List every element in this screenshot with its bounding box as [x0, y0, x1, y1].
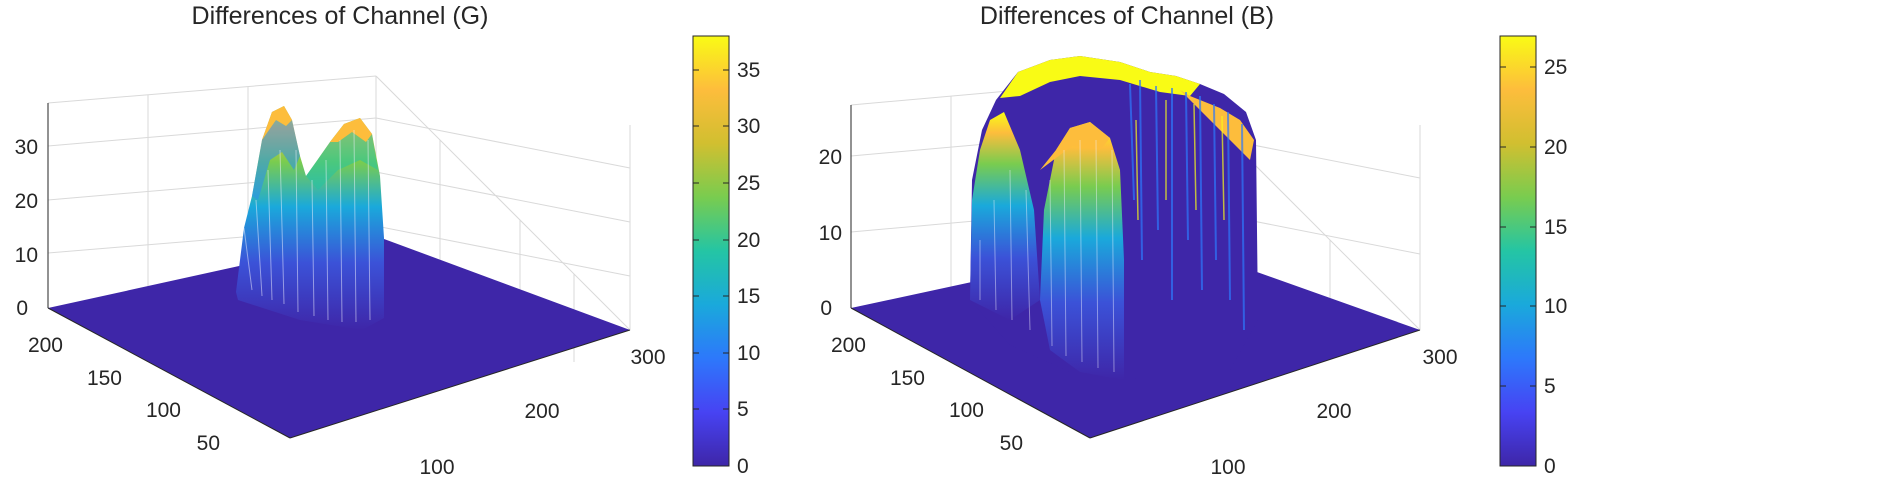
chart-g-colorbar: 0 5 10 15 20 25 30 35: [692, 35, 760, 478]
chart-g-x-tick-100: 100: [419, 456, 454, 479]
chart-g-x-tick-200: 200: [524, 400, 559, 423]
chart-g-z-tick-20: 20: [15, 190, 38, 213]
chart-b-x-tick-200: 200: [1316, 400, 1351, 423]
chart-b-y-tick-50: 50: [1000, 432, 1023, 455]
chart-g-cb-tick-20: 20: [737, 229, 760, 252]
chart-g-y-tick-150: 150: [87, 367, 122, 390]
chart-g-cb-tick-5: 5: [737, 398, 749, 421]
chart-b-y-axis: [850, 307, 1091, 439]
chart-g-cb-tick-35: 35: [737, 59, 760, 82]
chart-b-z-tick-10: 10: [819, 222, 842, 245]
chart-b-cb-tick-25: 25: [1544, 56, 1567, 79]
chart-b-y-tick-200: 200: [831, 334, 866, 357]
chart-b-y-tick-150: 150: [890, 367, 925, 390]
chart-g-floor: [48, 236, 630, 438]
chart-b-colorbar: 0 5 10 15 20 25: [1499, 35, 1567, 478]
chart-b: Differences of Channel (B) 0 10 20 200 1…: [819, 2, 1568, 479]
chart-b-cb-tick-0: 0: [1544, 455, 1556, 478]
chart-g-title: Differences of Channel (G): [192, 2, 489, 30]
chart-b-x-axis: [1089, 329, 1421, 439]
chart-g-y-tick-200: 200: [28, 334, 63, 357]
chart-g-y-axis: [47, 307, 291, 439]
chart-g-x-tick-300: 300: [630, 346, 665, 369]
chart-b-cb-tick-10: 10: [1544, 295, 1567, 318]
chart-b-y-tick-100: 100: [949, 399, 984, 422]
chart-b-cb-tick-15: 15: [1544, 216, 1567, 239]
chart-b-x-tick-100: 100: [1210, 456, 1245, 479]
chart-g-x-axis: [289, 329, 631, 439]
chart-g-z-tick-30: 30: [15, 136, 38, 159]
chart-b-z-tick-0: 0: [820, 297, 832, 320]
chart-g-cb-tick-10: 10: [737, 342, 760, 365]
chart-b-cb-tick-5: 5: [1544, 375, 1556, 398]
chart-g-cb-tick-25: 25: [737, 172, 760, 195]
chart-g: Differences of Channel (G) 0 10 20 30: [15, 2, 761, 479]
chart-g-cb-tick-0: 0: [737, 455, 749, 478]
chart-b-surface: [970, 56, 1258, 380]
chart-g-z-tick-10: 10: [15, 244, 38, 267]
chart-g-y-tick-50: 50: [197, 432, 220, 455]
chart-g-cb-tick-30: 30: [737, 115, 760, 138]
chart-b-x-tick-300: 300: [1422, 346, 1457, 369]
chart-b-cb-tick-20: 20: [1544, 136, 1567, 159]
chart-g-cb-tick-15: 15: [737, 285, 760, 308]
chart-g-y-tick-100: 100: [146, 399, 181, 422]
chart-b-title: Differences of Channel (B): [980, 2, 1274, 30]
chart-g-z-tick-0: 0: [16, 297, 28, 320]
chart-b-z-tick-20: 20: [819, 146, 842, 169]
chart-g-surface: [236, 106, 384, 330]
